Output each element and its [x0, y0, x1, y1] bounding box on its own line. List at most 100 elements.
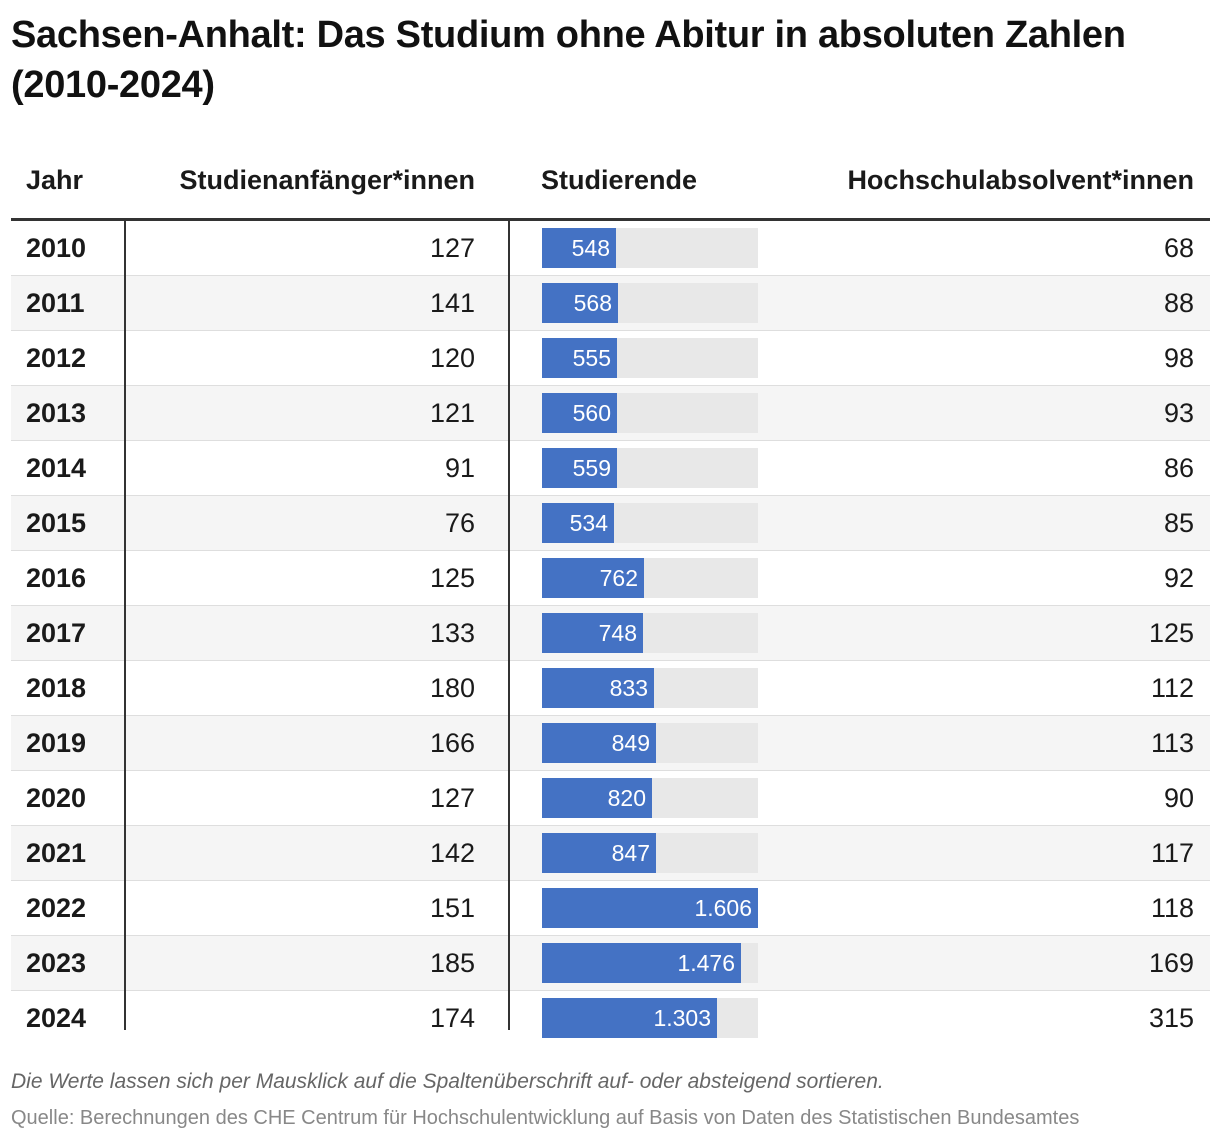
cell-year: 2023	[26, 948, 87, 978]
bar-track: 560	[542, 393, 758, 433]
sort-note: Die Werte lassen sich per Mausklick auf …	[11, 1070, 884, 1093]
bar-value-label: 748	[598, 620, 637, 646]
cell-absolventen: 88	[1163, 288, 1194, 318]
cell-year: 2015	[26, 508, 87, 538]
cell-year: 2012	[26, 343, 87, 373]
bar-studierende: 1.606	[542, 888, 758, 928]
bar-track: 820	[542, 778, 758, 818]
cell-studienanfaenger: 127	[429, 783, 475, 813]
bar-track: 555	[542, 338, 758, 378]
table-row: 2022 151 1.606 118	[11, 881, 1210, 936]
bar-track: 559	[542, 448, 758, 488]
cell-absolventen: 90	[1163, 783, 1194, 813]
cell-studienanfaenger: 166	[429, 728, 475, 758]
bar-track: 762	[542, 558, 758, 598]
bar-value-label: 833	[609, 675, 648, 701]
bar-studierende: 559	[542, 448, 617, 488]
cell-studienanfaenger: 180	[429, 673, 475, 703]
table-row: 2013 121 560 93	[11, 386, 1210, 441]
column-divider-studierende	[508, 221, 510, 1030]
bar-studierende: 1.476	[542, 943, 741, 983]
bar-track: 833	[542, 668, 758, 708]
cell-year: 2016	[26, 563, 87, 593]
cell-year: 2013	[26, 398, 87, 428]
bar-value-label: 568	[573, 290, 612, 316]
source-note: Quelle: Berechnungen des CHE Centrum für…	[11, 1107, 1080, 1129]
bar-value-label: 1.303	[653, 1005, 711, 1031]
table-row: 2017 133 748 125	[11, 606, 1210, 661]
bar-track: 534	[542, 503, 758, 543]
cell-studienanfaenger: 141	[429, 288, 475, 318]
bar-studierende: 762	[542, 558, 644, 598]
cell-absolventen: 117	[1150, 838, 1194, 868]
table-row: 2020 127 820 90	[11, 771, 1210, 826]
cell-absolventen: 92	[1163, 563, 1194, 593]
bar-value-label: 559	[572, 455, 611, 481]
bar-studierende: 820	[542, 778, 652, 818]
table-row: 2011 141 568 88	[11, 276, 1210, 331]
column-header-studienanfaenger[interactable]: Studienanfänger*innen	[179, 165, 475, 195]
cell-studienanfaenger: 127	[429, 233, 475, 263]
cell-year: 2022	[26, 893, 87, 923]
cell-year: 2010	[26, 233, 87, 263]
table-row: 2014 91 559 86	[11, 441, 1210, 496]
bar-track: 1.606	[542, 888, 758, 928]
table-row: 2021 142 847 117	[11, 826, 1210, 881]
table-row: 2010 127 548 68	[11, 221, 1210, 276]
cell-absolventen: 113	[1150, 728, 1194, 758]
cell-absolventen: 85	[1163, 508, 1194, 538]
cell-absolventen: 86	[1163, 453, 1194, 483]
cell-studienanfaenger: 76	[444, 508, 475, 538]
bar-value-label: 548	[571, 235, 610, 261]
cell-year: 2019	[26, 728, 87, 758]
column-header-studierende[interactable]: Studierende	[541, 165, 698, 195]
bar-track: 849	[542, 723, 758, 763]
bar-value-label: 1.606	[694, 895, 752, 921]
bar-studierende: 849	[542, 723, 656, 763]
cell-studienanfaenger: 151	[429, 893, 475, 923]
cell-absolventen: 169	[1148, 948, 1194, 978]
bar-value-label: 555	[572, 345, 611, 371]
bar-studierende: 548	[542, 228, 616, 268]
table-row: 2015 76 534 85	[11, 496, 1210, 551]
bar-value-label: 560	[572, 400, 611, 426]
bar-track: 1.303	[542, 998, 758, 1038]
cell-absolventen: 125	[1148, 618, 1194, 648]
bar-value-label: 1.476	[677, 950, 735, 976]
cell-studienanfaenger: 125	[429, 563, 475, 593]
table-row: 2024 174 1.303 315	[11, 991, 1210, 1045]
bar-studierende: 748	[542, 613, 643, 653]
cell-year: 2020	[26, 783, 87, 813]
cell-studienanfaenger: 133	[429, 618, 475, 648]
bar-track: 568	[542, 283, 758, 323]
cell-studienanfaenger: 174	[429, 1003, 475, 1033]
bar-value-label: 762	[599, 565, 638, 591]
cell-absolventen: 118	[1150, 893, 1194, 923]
cell-year: 2018	[26, 673, 87, 703]
bar-track: 847	[542, 833, 758, 873]
bar-studierende: 568	[542, 283, 618, 323]
cell-studienanfaenger: 142	[429, 838, 475, 868]
cell-year: 2024	[26, 1003, 87, 1033]
table-row: 2016 125 762 92	[11, 551, 1210, 606]
cell-absolventen: 112	[1150, 673, 1194, 703]
cell-absolventen: 68	[1163, 233, 1194, 263]
cell-year: 2017	[26, 618, 87, 648]
column-header-absolventen[interactable]: Hochschulabsolvent*innen	[847, 165, 1194, 195]
table-row: 2018 180 833 112	[11, 661, 1210, 716]
bar-studierende: 560	[542, 393, 617, 433]
bar-track: 1.476	[542, 943, 758, 983]
column-header-year[interactable]: Jahr	[26, 165, 84, 195]
table-row: 2019 166 849 113	[11, 716, 1210, 771]
table-header: Jahr Studienanfänger*innen Studierende H…	[11, 160, 1210, 221]
bar-studierende: 534	[542, 503, 614, 543]
cell-studienanfaenger: 120	[429, 343, 475, 373]
bar-studierende: 1.303	[542, 998, 717, 1038]
cell-absolventen: 315	[1148, 1003, 1194, 1033]
cell-year: 2011	[26, 288, 85, 318]
cell-studienanfaenger: 185	[429, 948, 475, 978]
bar-value-label: 820	[607, 785, 646, 811]
bar-studierende: 847	[542, 833, 656, 873]
cell-studienanfaenger: 91	[444, 453, 475, 483]
column-divider-year	[124, 221, 126, 1030]
